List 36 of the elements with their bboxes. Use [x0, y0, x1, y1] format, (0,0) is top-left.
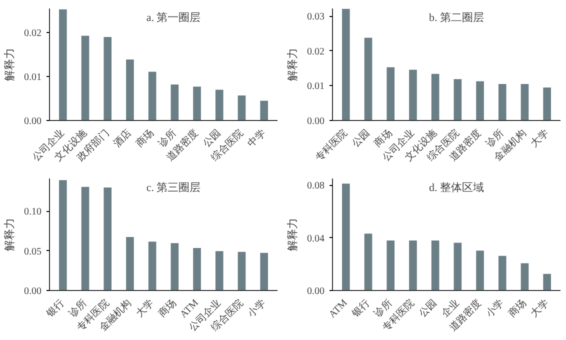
y-tick-label: 0.04 — [307, 233, 324, 244]
chart-title: d. 整体区域 — [429, 181, 484, 194]
y-axis-title: 解释力 — [286, 218, 299, 251]
chart-title: a. 第一圈层 — [146, 12, 201, 24]
y-tick-label: 0.08 — [307, 180, 324, 192]
x-tick-label: 公园 — [416, 296, 440, 320]
y-tick-label: 0.05 — [24, 246, 42, 258]
y-tick-label: 0.00 — [24, 116, 42, 127]
y-tick-label: 0.02 — [24, 28, 42, 40]
y-tick-label: 0.02 — [307, 46, 324, 58]
y-tick-label: 0.00 — [307, 286, 324, 297]
y-axis-title: 解释力 — [3, 48, 16, 81]
x-tick-label: 商场 — [134, 126, 156, 150]
x-tick-label: 银行 — [350, 298, 372, 320]
x-tick-label: 小学 — [484, 296, 506, 320]
x-tick-label: 银行 — [44, 298, 67, 320]
y-tick-label: 0.00 — [24, 286, 42, 297]
y-tick-label: 0.10 — [24, 206, 42, 218]
x-tick-label: 小学 — [245, 296, 268, 320]
x-tick-label: 酒店 — [111, 126, 134, 150]
x-tick-label: 中学 — [245, 126, 268, 150]
y-axis-title: 解释力 — [286, 48, 299, 81]
y-axis-title: 解释力 — [3, 218, 16, 251]
y-tick-label: 0.01 — [24, 72, 42, 84]
x-tick-label: 公园 — [350, 126, 372, 150]
x-tick-label: 大学 — [134, 296, 156, 320]
y-tick-label: 0.00 — [307, 116, 324, 127]
chart-title: c. 第三圈层 — [146, 182, 201, 194]
x-tick-label: 专科医院 — [313, 126, 350, 164]
y-tick-label: 0.03 — [307, 12, 324, 23]
chart-title: b. 第二圈层 — [429, 12, 484, 24]
x-tick-label: 商场 — [506, 296, 529, 320]
x-tick-label: 大学 — [528, 296, 551, 320]
y-tick-label: 0.01 — [307, 81, 324, 92]
x-tick-label: 商场 — [156, 296, 179, 320]
x-tick-label: 大学 — [528, 126, 551, 150]
